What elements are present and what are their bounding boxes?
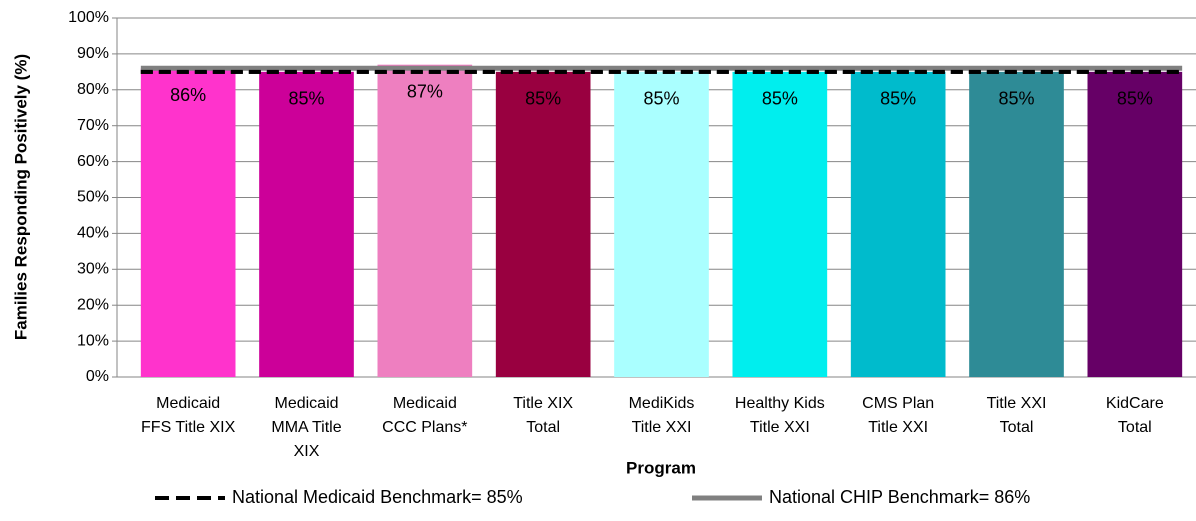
y-tick-label: 30%	[77, 261, 109, 278]
x-tick-label: Title XXI	[750, 419, 810, 436]
x-tick-label: Medicaid	[274, 395, 338, 412]
data-label: 85%	[998, 89, 1034, 109]
y-axis-label: Families Responding Positively (%)	[11, 54, 30, 340]
data-label: 86%	[170, 85, 206, 105]
x-tick-label: Medicaid	[156, 395, 220, 412]
bar	[140, 68, 236, 377]
bar	[850, 71, 946, 377]
x-tick-label: Healthy Kids	[735, 395, 825, 412]
x-tick-label: CCC Plans*	[382, 419, 467, 436]
legend-label: National Medicaid Benchmark= 85%	[232, 487, 523, 507]
x-tick-label: XIX	[294, 443, 320, 460]
x-tick-label: MMA Title	[271, 419, 341, 436]
y-tick-label: 20%	[77, 296, 109, 313]
x-tick-label: KidCare	[1106, 395, 1164, 412]
x-tick-label: Title XXI	[987, 395, 1047, 412]
y-tick-label: 60%	[77, 153, 109, 170]
y-tick-label: 0%	[86, 368, 109, 385]
x-axis-label: Program	[626, 458, 696, 477]
data-label: 87%	[407, 81, 443, 101]
bar	[969, 71, 1064, 377]
x-tick-label: CMS Plan	[862, 395, 934, 412]
x-tick-label: MediKids	[629, 395, 695, 412]
bar	[377, 64, 473, 378]
x-tick-label: Total	[1000, 419, 1034, 436]
x-tick-label: Title XXI	[632, 419, 692, 436]
x-tick-label: Title XIX	[513, 395, 573, 412]
x-tick-label: Total	[1118, 419, 1152, 436]
bar	[1087, 71, 1183, 377]
x-tick-label: Total	[526, 419, 560, 436]
y-tick-label: 10%	[77, 332, 109, 349]
legend-label: National CHIP Benchmark= 86%	[769, 487, 1030, 507]
y-tick-label: 40%	[77, 225, 109, 242]
bar	[495, 71, 591, 377]
bar	[732, 71, 828, 377]
data-label: 85%	[643, 89, 679, 109]
data-label: 85%	[880, 89, 916, 109]
y-tick-label: 80%	[77, 81, 109, 98]
bar	[614, 71, 709, 377]
data-label: 85%	[762, 89, 798, 109]
bar	[259, 71, 354, 377]
x-tick-label: Title XXI	[868, 419, 928, 436]
data-label: 85%	[288, 89, 324, 109]
y-tick-label: 70%	[77, 117, 109, 134]
y-tick-label: 90%	[77, 45, 109, 62]
x-tick-label: Medicaid	[393, 395, 457, 412]
y-tick-label: 50%	[77, 189, 109, 206]
y-tick-label: 100%	[68, 9, 109, 26]
data-label: 85%	[525, 89, 561, 109]
x-tick-label: FFS Title XIX	[141, 419, 236, 436]
data-label: 85%	[1117, 89, 1153, 109]
